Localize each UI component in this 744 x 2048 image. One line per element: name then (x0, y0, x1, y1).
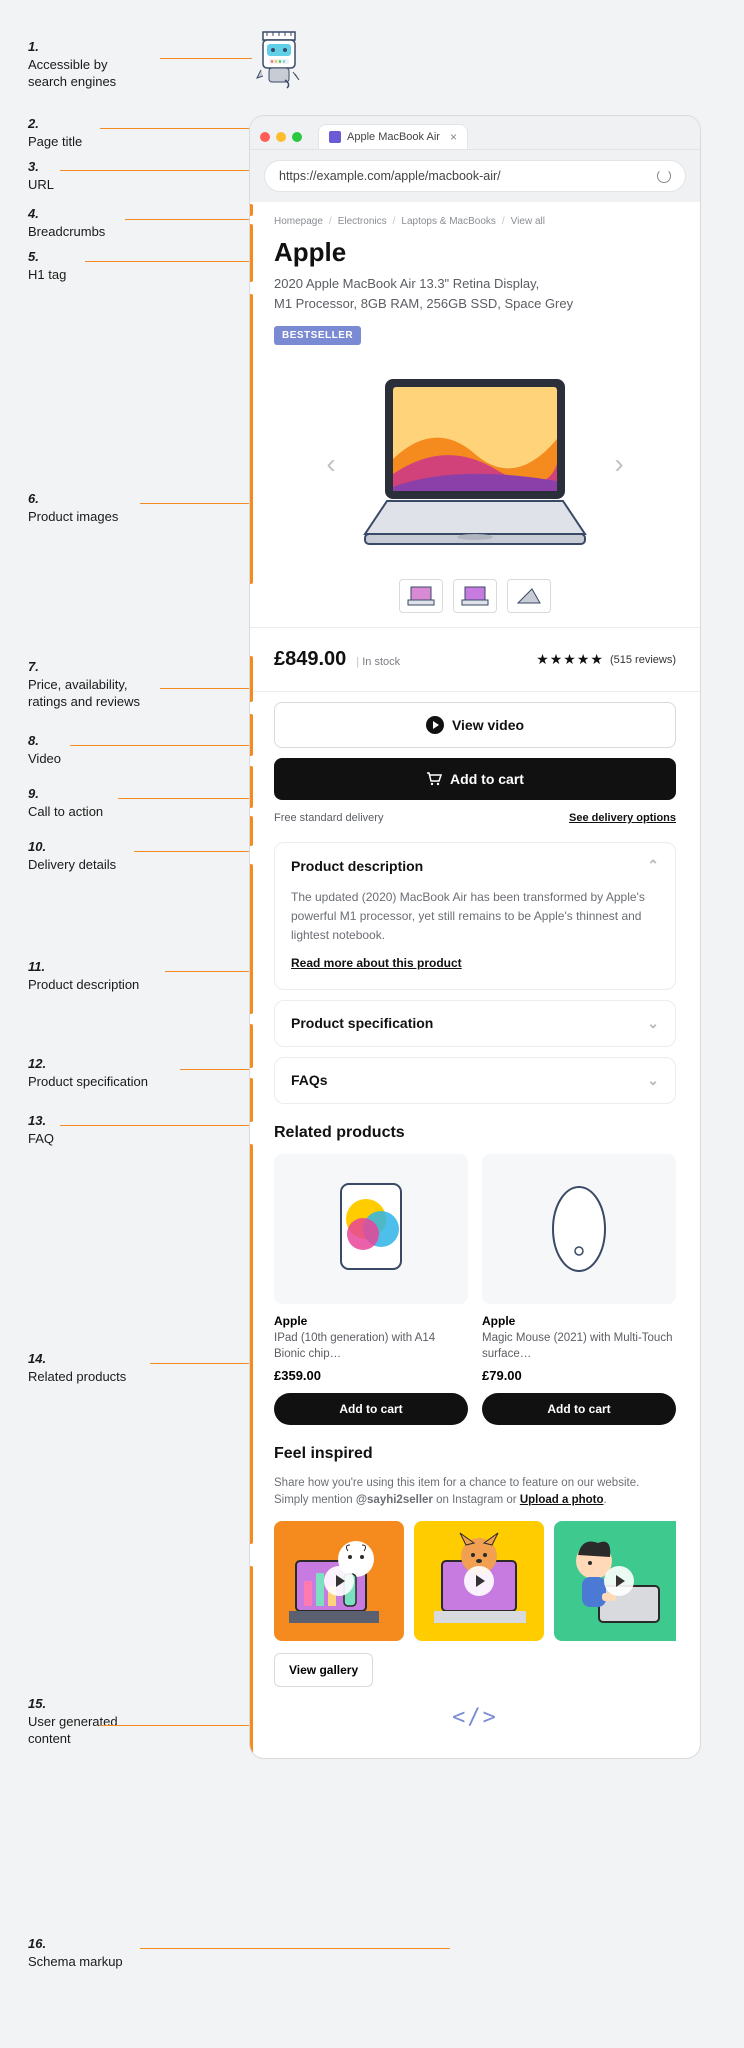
thumb[interactable] (453, 579, 497, 613)
thumb[interactable] (507, 579, 551, 613)
ann-txt: Accessible by search engines (28, 56, 116, 91)
ann-num: 1. (28, 39, 39, 54)
ugc-row (274, 1521, 676, 1641)
view-video-button[interactable]: View video (274, 702, 676, 748)
product-spec-panel[interactable]: Product specification ⌄ (274, 1000, 676, 1047)
cart-icon (426, 772, 442, 786)
tab-title: Apple MacBook Air (347, 131, 440, 143)
view-gallery-button[interactable]: View gallery (274, 1653, 373, 1687)
faq-panel[interactable]: FAQs ⌄ (274, 1057, 676, 1104)
product-image (345, 369, 605, 559)
play-icon (426, 716, 444, 734)
stock-status: In stock (356, 656, 400, 668)
description-text: The updated (2020) MacBook Air has been … (291, 890, 645, 942)
ugc-item[interactable] (414, 1521, 544, 1641)
delivery-text: Free standard delivery (274, 812, 383, 824)
delivery-options-link[interactable]: See delivery options (569, 812, 676, 824)
favicon (329, 131, 341, 143)
breadcrumb: Homepage/ Electronics/ Laptops & MacBook… (274, 216, 676, 227)
read-more-link[interactable]: Read more about this product (291, 954, 659, 973)
crumb[interactable]: Electronics (338, 216, 387, 227)
browser-chrome: Apple MacBook Air × (250, 116, 700, 150)
traffic-light-max[interactable] (292, 132, 302, 142)
card-add-button[interactable]: Add to cart (482, 1393, 676, 1425)
schema-markup-icon: </> (274, 1687, 676, 1738)
product-description-panel: Product description ⌃ The updated (2020)… (274, 842, 676, 990)
thumb[interactable] (399, 579, 443, 613)
gallery-next-icon[interactable]: › (605, 450, 633, 478)
ugc-item[interactable] (554, 1521, 676, 1641)
accordion-header[interactable]: Product description ⌃ (275, 843, 675, 888)
inspire-title: Feel inspired (274, 1445, 676, 1463)
ugc-item[interactable] (274, 1521, 404, 1641)
product-gallery: ‹ › (274, 359, 676, 569)
card-image (482, 1154, 676, 1304)
related-products: Apple IPad (10th generation) with A14 Bi… (274, 1154, 676, 1425)
star-icons: ★★★★★ (536, 651, 604, 668)
url-text: https://example.com/apple/macbook-air/ (279, 169, 501, 183)
product-brand-h1: Apple (274, 237, 676, 268)
product-subtitle: 2020 Apple MacBook Air 13.3" Retina Disp… (274, 274, 676, 313)
browser-tab[interactable]: Apple MacBook Air × (318, 124, 468, 149)
product-card[interactable]: Apple Magic Mouse (2021) with Multi-Touc… (482, 1154, 676, 1425)
gallery-prev-icon[interactable]: ‹ (317, 450, 345, 478)
crumb[interactable]: Homepage (274, 216, 323, 227)
review-count: (515 reviews) (610, 654, 676, 666)
chevron-up-icon: ⌃ (647, 857, 659, 874)
chevron-down-icon: ⌄ (647, 1072, 659, 1089)
traffic-light-min[interactable] (276, 132, 286, 142)
gallery-thumbs (274, 579, 676, 613)
browser-window: Apple MacBook Air × https://example.com/… (250, 116, 700, 1758)
delivery-row: Free standard delivery See delivery opti… (274, 800, 676, 828)
price: £849.00 (274, 648, 346, 671)
robot-icon (255, 30, 303, 90)
close-tab-icon[interactable]: × (450, 130, 457, 144)
crumb[interactable]: View all (511, 216, 545, 227)
bestseller-badge: BESTSELLER (274, 326, 361, 345)
traffic-light-close[interactable] (260, 132, 270, 142)
card-add-button[interactable]: Add to cart (274, 1393, 468, 1425)
inspire-text: Share how you're using this item for a c… (274, 1475, 676, 1510)
rating[interactable]: ★★★★★ (515 reviews) (536, 651, 676, 668)
chevron-down-icon: ⌄ (647, 1015, 659, 1032)
reload-icon[interactable] (657, 169, 671, 183)
crumb[interactable]: Laptops & MacBooks (401, 216, 496, 227)
url-bar[interactable]: https://example.com/apple/macbook-air/ (264, 160, 686, 192)
upload-photo-link[interactable]: Upload a photo (520, 1494, 604, 1506)
product-card[interactable]: Apple IPad (10th generation) with A14 Bi… (274, 1154, 468, 1425)
add-to-cart-button[interactable]: Add to cart (274, 758, 676, 800)
price-bar: £849.00 In stock ★★★★★ (515 reviews) (274, 638, 676, 681)
related-title: Related products (274, 1124, 676, 1142)
card-image (274, 1154, 468, 1304)
